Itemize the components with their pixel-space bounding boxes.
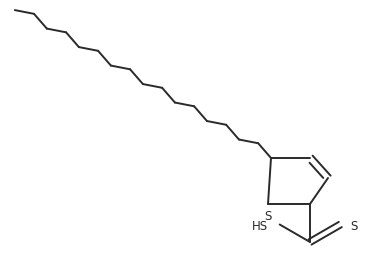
Text: S: S: [264, 211, 272, 224]
Text: S: S: [350, 220, 358, 233]
Text: HS: HS: [252, 220, 268, 233]
